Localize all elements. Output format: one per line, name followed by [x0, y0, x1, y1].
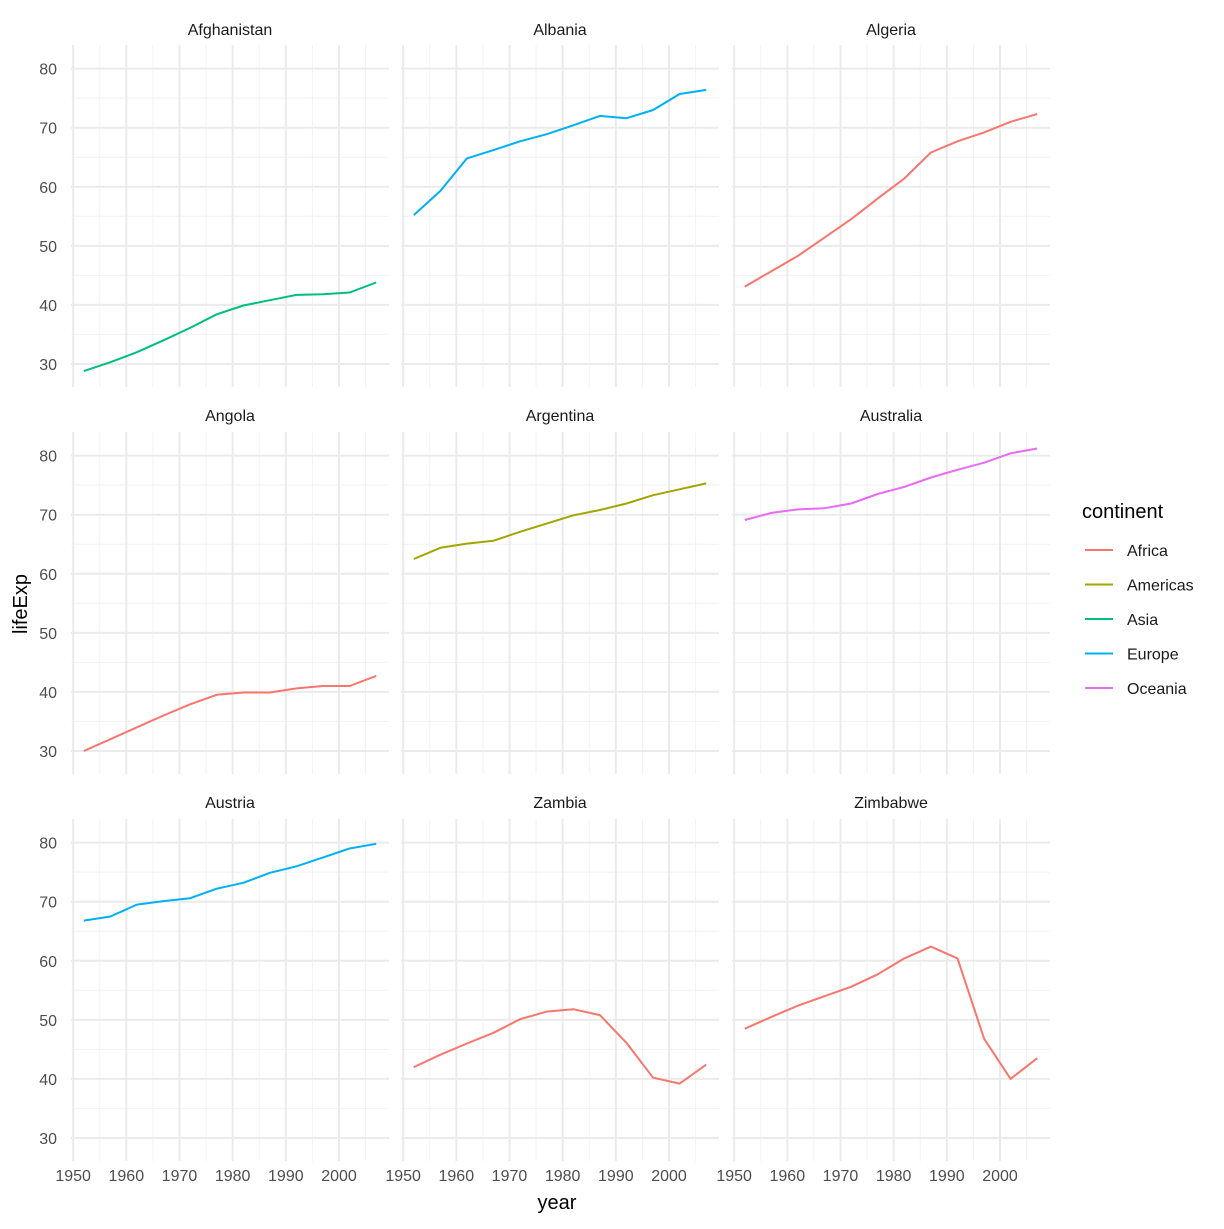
- facet-title: Albania: [533, 22, 586, 39]
- y-tick-label: 60: [39, 180, 57, 197]
- series-line-algeria: [744, 113, 1038, 288]
- x-tick-label: 1990: [598, 1168, 634, 1185]
- facet-panel-algeria: Algeria: [732, 22, 1050, 387]
- x-tick-label: 2000: [982, 1168, 1018, 1185]
- facet-title: Zambia: [533, 795, 586, 812]
- y-tick-label: 80: [39, 62, 57, 79]
- series-line-zambia: [413, 1008, 707, 1085]
- legend-item-europe: Europe: [1085, 647, 1179, 664]
- x-tick-label: 1960: [109, 1168, 145, 1185]
- facet-title: Zimbabwe: [854, 795, 928, 812]
- facet-panel-zambia: Zambia 1950 1960 1970 1980 1990 2000: [385, 795, 719, 1185]
- series-line-albania: [413, 88, 707, 216]
- y-tick-label: 80: [39, 836, 57, 853]
- x-tick-label: 1980: [876, 1168, 912, 1185]
- x-tick-label: 1950: [716, 1168, 752, 1185]
- facet-panel-angola: Angola 30 40 50 60 70 80: [39, 408, 389, 774]
- facet-panel-austria: Austria 30 40 50 60 70 80 1950 1960 1970 1980 1990 2…: [39, 795, 389, 1185]
- y-tick-label: 50: [39, 239, 57, 256]
- x-tick-label: 1980: [545, 1168, 581, 1185]
- y-tick-label: 60: [39, 567, 57, 584]
- facet-panel-albania: Albania: [401, 22, 719, 387]
- series-line-afghanistan: [83, 281, 377, 373]
- y-tick-label: 30: [39, 744, 57, 761]
- x-tick-label: 1980: [215, 1168, 251, 1185]
- facet-panel-australia: Australia: [732, 408, 1050, 774]
- y-tick-label: 40: [39, 298, 57, 315]
- legend: continent Africa Americas Asia Europe Oceani…: [1082, 501, 1194, 698]
- legend-title: continent: [1082, 501, 1164, 523]
- legend-label: Americas: [1127, 578, 1194, 595]
- facet-panel-argentina: Argentina: [401, 408, 719, 774]
- x-axis-title: year: [538, 1192, 577, 1214]
- facet-panels: Afghanistan 30 40 50 60 70 80 Albania Algeria Ang…: [39, 22, 1050, 1185]
- y-axis-title: lifeExp: [10, 574, 32, 634]
- facet-title: Afghanistan: [188, 22, 273, 39]
- legend-label: Africa: [1127, 543, 1168, 560]
- x-tick-label: 1990: [268, 1168, 304, 1185]
- legend-item-americas: Americas: [1085, 578, 1194, 595]
- x-tick-label: 1970: [492, 1168, 528, 1185]
- series-line-angola: [83, 674, 377, 752]
- y-tick-label: 40: [39, 1072, 57, 1089]
- x-tick-label: 1960: [770, 1168, 806, 1185]
- y-tick-label: 40: [39, 685, 57, 702]
- legend-item-asia: Asia: [1085, 612, 1158, 629]
- y-tick-label: 70: [39, 508, 57, 525]
- facet-title: Argentina: [526, 408, 595, 425]
- series-line-austria: [83, 842, 377, 922]
- y-tick-label: 50: [39, 1013, 57, 1030]
- y-tick-label: 50: [39, 626, 57, 643]
- facet-title: Austria: [205, 795, 255, 812]
- y-tick-label: 70: [39, 895, 57, 912]
- facet-title: Algeria: [866, 22, 916, 39]
- x-tick-label: 1950: [385, 1168, 421, 1185]
- x-tick-label: 1950: [55, 1168, 91, 1185]
- series-line-argentina: [413, 482, 707, 560]
- y-tick-label: 30: [39, 1131, 57, 1148]
- facet-panel-afghanistan: Afghanistan 30 40 50 60 70 80: [39, 22, 389, 387]
- legend-label: Europe: [1127, 647, 1179, 664]
- series-line-australia: [744, 447, 1038, 521]
- x-tick-label: 1990: [929, 1168, 965, 1185]
- x-tick-label: 2000: [651, 1168, 687, 1185]
- y-tick-label: 70: [39, 121, 57, 138]
- x-tick-label: 2000: [321, 1168, 357, 1185]
- y-tick-label: 30: [39, 357, 57, 374]
- legend-label: Asia: [1127, 612, 1158, 629]
- x-tick-label: 1970: [823, 1168, 859, 1185]
- x-tick-label: 1960: [439, 1168, 475, 1185]
- facet-title: Australia: [860, 408, 922, 425]
- x-tick-label: 1970: [162, 1168, 198, 1185]
- facet-panel-zimbabwe: Zimbabwe 1950 1960 1970 1980 1990 2000: [716, 795, 1050, 1185]
- series-line-zimbabwe: [744, 945, 1038, 1080]
- legend-item-oceania: Oceania: [1085, 681, 1187, 698]
- legend-item-africa: Africa: [1085, 543, 1168, 560]
- y-tick-label: 60: [39, 954, 57, 971]
- facet-title: Angola: [205, 408, 255, 425]
- y-tick-label: 80: [39, 449, 57, 466]
- legend-label: Oceania: [1127, 681, 1187, 698]
